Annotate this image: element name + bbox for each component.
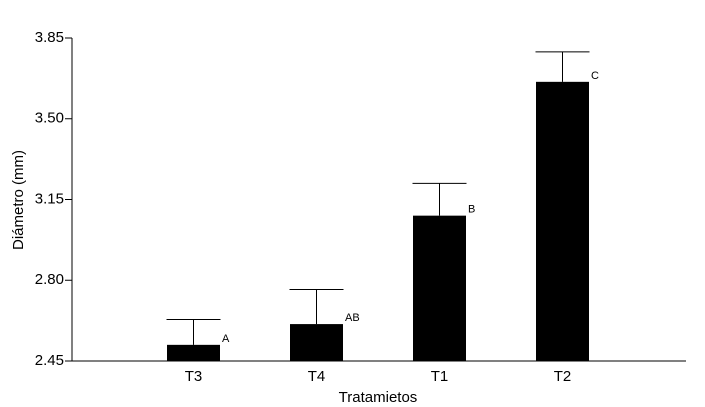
y-tick-label: 2.80 [35, 271, 64, 288]
x-tick-label: T4 [308, 368, 326, 385]
bar-annotation-label: B [468, 204, 475, 216]
bar-t3 [167, 344, 220, 361]
y-tick-label: 3.15 [35, 190, 64, 207]
y-tick-label: 3.50 [35, 110, 64, 127]
bar-t4 [290, 324, 343, 361]
bar-t1 [413, 215, 466, 361]
axes-layer [65, 37, 686, 362]
bar-annotation-label: C [591, 70, 599, 82]
bar-annotation-label: AB [345, 312, 360, 324]
bars-layer [166, 51, 590, 361]
x-tick-label: T1 [431, 368, 449, 385]
labels-layer: 2.45 2.80 3.15 3.50 3.85 A T3 AB T4 B T1 C T2 [35, 29, 599, 385]
bar-annotation-label: A [222, 333, 230, 345]
x-axis-title: Tratamietos [339, 389, 418, 406]
y-tick-label: 3.85 [35, 29, 64, 46]
x-tick-label: T2 [554, 368, 572, 385]
y-tick-label: 2.45 [35, 352, 64, 369]
bar-t2 [536, 81, 589, 361]
x-tick-label: T3 [185, 368, 203, 385]
y-axis-title: Diámetro (mm) [10, 150, 27, 250]
